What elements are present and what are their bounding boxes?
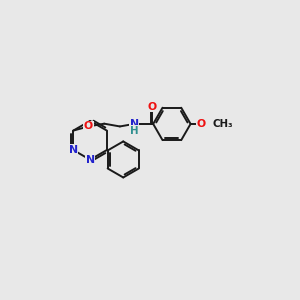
Text: O: O [148, 102, 157, 112]
Text: CH₃: CH₃ [212, 119, 233, 129]
Text: O: O [84, 122, 93, 131]
Text: N: N [69, 145, 78, 155]
Text: O: O [197, 119, 206, 129]
Text: N: N [85, 155, 94, 165]
Text: H: H [130, 126, 139, 136]
Text: N: N [130, 119, 139, 129]
